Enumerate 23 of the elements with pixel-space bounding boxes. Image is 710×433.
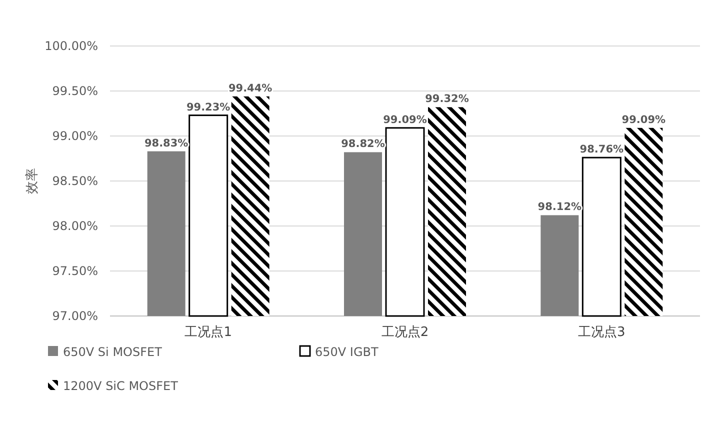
data-label: 99.23% (186, 101, 231, 114)
x-tick-label: 工况点2 (381, 325, 429, 340)
data-label: 99.32% (425, 93, 470, 106)
y-tick-label: 100.00% (44, 39, 98, 53)
x-tick-label: 工况点3 (578, 325, 626, 340)
y-tick-label: 98.50% (52, 174, 98, 188)
data-label: 98.83% (144, 137, 189, 150)
y-tick-label: 99.50% (52, 84, 98, 98)
data-label: 99.09% (622, 114, 666, 126)
data-label: 98.76% (580, 144, 624, 156)
data-label: 99.44% (228, 82, 273, 94)
legend-label: 650V IGBT (315, 345, 379, 359)
y-tick-label: 97.00% (52, 309, 98, 323)
data-label: 98.82% (341, 138, 386, 150)
y-tick-label: 99.00% (52, 129, 98, 143)
y-tick-label: 97.50% (52, 264, 98, 278)
y-axis-title: 效率 (24, 168, 40, 194)
legend-label: 1200V SiC MOSFET (63, 379, 179, 393)
data-label: 98.12% (538, 201, 582, 214)
x-tick-label: 工况点1 (184, 325, 232, 340)
data-label: 99.09% (383, 114, 428, 126)
y-tick-label: 98.00% (52, 219, 98, 233)
legend-label: 650V Si MOSFET (63, 345, 163, 359)
